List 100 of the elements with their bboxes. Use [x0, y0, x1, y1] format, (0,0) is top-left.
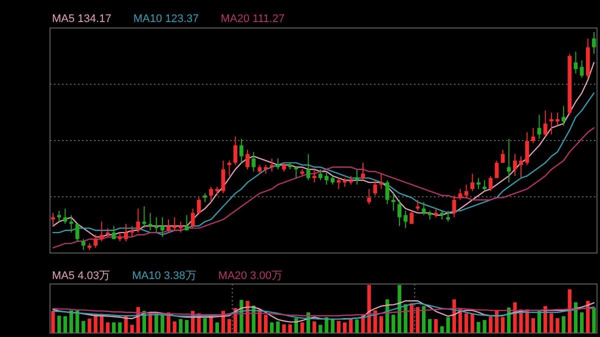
- candlestick: [246, 149, 250, 170]
- bar: [355, 320, 359, 333]
- bar: [88, 318, 92, 333]
- candlestick: [276, 158, 280, 170]
- bar: [203, 318, 207, 333]
- bar: [562, 316, 566, 333]
- candlestick: [190, 208, 195, 229]
- candlestick: [410, 210, 414, 224]
- candlestick: [324, 171, 328, 186]
- bar: [130, 324, 134, 333]
- bar: [379, 316, 384, 333]
- candlestick: [154, 216, 158, 234]
- candlestick: [543, 110, 548, 138]
- candlestick: [519, 156, 523, 179]
- bar: [270, 322, 274, 333]
- bar: [172, 321, 176, 333]
- candlestick: [270, 158, 274, 172]
- candlestick: [69, 214, 74, 234]
- candlestick: [470, 173, 474, 192]
- candlestick: [130, 226, 134, 238]
- bar: [531, 318, 536, 333]
- bar: [51, 310, 55, 333]
- bar: [513, 302, 517, 333]
- candlestick: [385, 180, 390, 205]
- text: MA20 111.27: [220, 13, 285, 25]
- candlestick: [318, 168, 322, 181]
- candlestick: [500, 149, 505, 164]
- text: MA5 134.17: [52, 13, 112, 25]
- bar: [464, 313, 468, 333]
- bar: [76, 310, 80, 333]
- candlestick: [525, 132, 530, 166]
- bar: [446, 317, 450, 333]
- candlestick: [178, 221, 183, 234]
- candlestick: [166, 218, 170, 234]
- text: MA5 4.03万: [52, 270, 110, 282]
- bar: [422, 306, 426, 333]
- bar: [300, 322, 304, 333]
- candlestick: [549, 112, 554, 135]
- bar: [57, 316, 61, 333]
- bar: [440, 326, 444, 333]
- candlestick: [196, 197, 201, 214]
- bar: [434, 319, 438, 333]
- candlestick: [51, 212, 55, 227]
- candlestick: [209, 186, 214, 203]
- bar: [342, 322, 347, 333]
- bar: [404, 304, 408, 333]
- bar: [556, 318, 560, 333]
- candlestick: [75, 223, 80, 242]
- bar: [276, 321, 280, 333]
- candlestick: [94, 234, 98, 248]
- candlestick: [100, 221, 104, 242]
- bar: [82, 321, 86, 333]
- text: MA10 123.37: [133, 13, 199, 25]
- candlestick: [488, 175, 493, 192]
- candlestick: [422, 202, 426, 216]
- candlestick: [172, 216, 177, 231]
- candlestick: [398, 199, 402, 227]
- candlestick: [580, 60, 584, 78]
- bar: [398, 285, 402, 333]
- candlestick: [142, 206, 146, 229]
- candlestick: [294, 166, 298, 179]
- candlestick: [81, 238, 86, 250]
- bar: [215, 322, 219, 333]
- candlestick: [124, 223, 128, 242]
- bar: [428, 319, 432, 333]
- candlestick: [136, 208, 140, 234]
- bar: [482, 320, 486, 333]
- bar: [112, 322, 116, 333]
- candlestick: [506, 138, 511, 183]
- bar: [324, 317, 328, 333]
- candlestick: [336, 178, 341, 190]
- candlestick: [184, 214, 189, 231]
- bar: [568, 289, 572, 333]
- candlestick: [354, 168, 359, 186]
- candlestick: [464, 184, 468, 198]
- bar: [476, 322, 480, 333]
- text: MA10 3.38万: [132, 270, 196, 282]
- bar: [106, 322, 110, 333]
- candlestick: [252, 151, 256, 172]
- candlestick: [312, 168, 316, 183]
- candlestick: [306, 154, 310, 181]
- candlestick: [562, 106, 566, 126]
- candlestick: [373, 180, 378, 196]
- candlestick: [404, 210, 408, 229]
- bar: [288, 324, 292, 333]
- bar: [264, 314, 268, 333]
- bar: [416, 307, 420, 333]
- bar: [63, 316, 68, 333]
- candlestick: [112, 226, 116, 240]
- bar: [488, 316, 492, 333]
- candlestick: [476, 178, 480, 190]
- bar: [118, 322, 122, 333]
- bar: [227, 319, 232, 333]
- candlestick: [233, 136, 238, 166]
- bar: [500, 317, 505, 333]
- bar: [470, 313, 474, 333]
- bar: [592, 308, 596, 333]
- candlestick: [452, 195, 456, 218]
- bar: [392, 314, 396, 333]
- candlestick: [531, 127, 536, 144]
